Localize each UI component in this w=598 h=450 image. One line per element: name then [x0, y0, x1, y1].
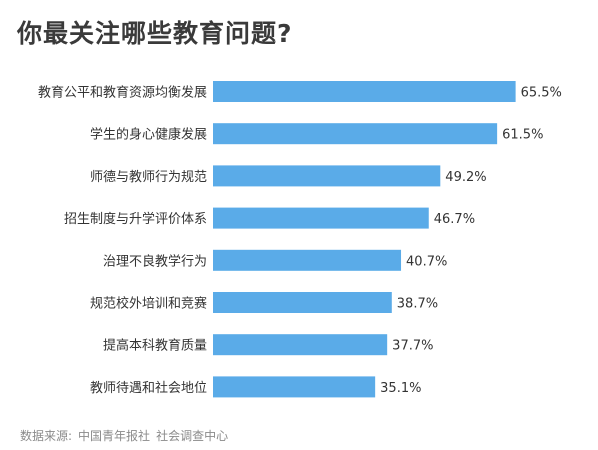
value-label-8: 35.1% [380, 381, 421, 396]
bar-7 [213, 334, 388, 356]
category-label-1: 教育公平和教育资源均衡发展 [38, 85, 207, 101]
category-label-6: 规范校外培训和竞赛 [90, 296, 207, 312]
bar-8 [213, 376, 376, 398]
category-label-7: 提高本科教育质量 [103, 338, 207, 354]
bar-3 [213, 165, 441, 187]
category-label-4: 招生制度与升学评价体系 [64, 211, 207, 227]
value-label-2: 61.5% [502, 128, 543, 143]
category-label-2: 学生的身心健康发展 [90, 127, 207, 143]
bar-4 [213, 207, 429, 229]
bar-5 [213, 249, 402, 271]
value-label-3: 49.2% [445, 170, 486, 185]
data-source-note: 数据来源: 中国青年报社 社会调查中心 [20, 427, 228, 444]
value-label-1: 65.5% [521, 86, 562, 101]
category-label-5: 治理不良教学行为 [103, 253, 207, 269]
category-label-8: 教师待遇和社会地位 [90, 380, 207, 396]
category-label-3: 师德与教师行为规范 [90, 169, 207, 185]
chart-title: 你最关注哪些教育问题? [17, 19, 293, 48]
source-label: 数据来源: [20, 429, 73, 443]
value-label-4: 46.7% [434, 212, 475, 227]
value-label-7: 37.7% [392, 339, 433, 354]
source-org-1: 中国青年报社 [78, 429, 151, 443]
bar-2 [213, 123, 498, 145]
value-label-6: 38.7% [397, 297, 438, 312]
bar-6 [213, 292, 392, 313]
source-org-2: 社会调查中心 [156, 429, 229, 443]
bar-1 [213, 81, 516, 102]
value-label-5: 40.7% [406, 254, 447, 269]
